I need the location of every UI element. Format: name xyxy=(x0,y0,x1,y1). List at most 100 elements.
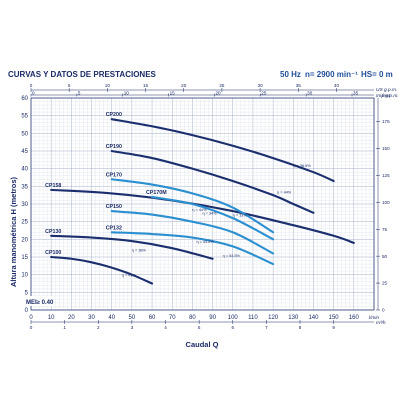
chart-title: CURVAS Y DATOS DE PRESTACIONES xyxy=(8,70,157,79)
curve-name-cp132: CP132 xyxy=(106,225,122,231)
y-tick-label: 0 xyxy=(25,308,29,314)
us-gpm-tick-label: 5 xyxy=(68,83,71,88)
feet-tick-label: 100 xyxy=(382,200,390,205)
us-gpm-tick-label: 20 xyxy=(181,83,187,88)
x-tick-label: 160 xyxy=(349,315,360,321)
hs-label: HS= 0 m xyxy=(361,70,393,79)
x-tick-label: 80 xyxy=(189,315,196,321)
m3h-tick-label: 6 xyxy=(231,325,234,330)
x-tick-label: 40 xyxy=(108,315,115,321)
curve-cp158 xyxy=(50,188,355,244)
m3h-tick-label: 7 xyxy=(265,325,268,330)
x-tick-label: 130 xyxy=(288,315,299,321)
us-gpm-tick-label: 25 xyxy=(219,83,225,88)
curve-cp170 xyxy=(110,178,275,234)
x-tick-label: 150 xyxy=(329,315,340,321)
x-tick-label: 20 xyxy=(68,315,75,321)
y-tick-label: 20 xyxy=(21,237,28,243)
feet-tick-label: 150 xyxy=(382,146,390,151)
curve-labels: CP200 η = 38.5% CP190 η = 44% CP158 η = 33% CP… xyxy=(45,112,311,277)
x-unit-label: l/min xyxy=(369,315,379,321)
us-gpm-unit-label: US g.p.m. xyxy=(376,87,397,93)
m3h-tick-label: 8 xyxy=(299,325,302,330)
x-tick-label: 50 xyxy=(129,315,136,321)
y-tick-label: 5 xyxy=(25,290,29,296)
imp-gpm-tick-label: 10 xyxy=(124,91,130,96)
x-tick-label: 100 xyxy=(228,315,239,321)
y-tick-label: 40 xyxy=(21,167,28,173)
curve-cp150 xyxy=(110,210,275,255)
y-tick-label: 35 xyxy=(21,184,28,190)
y-tick-label: 25 xyxy=(21,220,28,226)
y-tick-label: 10 xyxy=(21,273,28,279)
imp-gpm-tick-label: 20 xyxy=(215,91,221,96)
pump-curves xyxy=(50,118,355,285)
x-tick-label: 30 xyxy=(88,315,95,321)
imp-gpm-tick-label: 25 xyxy=(261,91,267,96)
feet-tick-label: 25 xyxy=(382,281,388,286)
curve-name-cp190: CP190 xyxy=(106,144,122,150)
imp-gpm-tick-label: 35 xyxy=(353,91,359,96)
y-tick-label: 55 xyxy=(21,114,28,120)
m3h-tick-label: 9 xyxy=(332,325,335,330)
efficiency-label-cp150: η = 43.5% xyxy=(196,240,214,244)
axes: 0 10 20 30 40 50 60 70 80 90 100 110 120 130 140 150 160… xyxy=(21,83,398,330)
us-gpm-tick-label: 30 xyxy=(258,83,264,88)
curve-cp132 xyxy=(110,231,275,266)
feet-tick-label: 75 xyxy=(382,227,388,232)
curve-cp200 xyxy=(110,118,335,183)
imp-gpm-tick-label: 15 xyxy=(170,91,176,96)
y-axis-title: Altura manométrica H (metros) xyxy=(9,176,18,287)
curve-name-cp100: CP100 xyxy=(45,250,61,256)
imp-gpm-tick-label: 30 xyxy=(307,91,313,96)
curve-cp100 xyxy=(50,255,154,285)
curve-name-cp200: CP200 xyxy=(106,112,122,118)
imp-gpm-tick-label: 5 xyxy=(78,91,81,96)
mei-label: MEI≥ 0.40 xyxy=(26,300,54,306)
y-tick-label: 50 xyxy=(21,131,28,137)
curve-cp170m xyxy=(151,195,275,241)
speed-label: n= 2900 min⁻¹ xyxy=(305,70,358,79)
x-tick-label: 10 xyxy=(48,315,55,321)
curve-name-cp170: CP170 xyxy=(106,172,122,178)
efficiency-label-cp100: η = 41% xyxy=(122,273,137,277)
x-tick-label: 60 xyxy=(149,315,156,321)
feet-tick-label: 175 xyxy=(382,119,390,124)
y-tick-label: 60 xyxy=(21,96,28,102)
x-tick-label: 0 xyxy=(29,315,33,321)
frequency-label: 50 Hz xyxy=(280,70,301,79)
feet-tick-label: 50 xyxy=(382,254,388,259)
m3h-tick-label: 1 xyxy=(63,325,66,330)
feet-tick-label: 125 xyxy=(382,173,390,178)
m3h-tick-label: 3 xyxy=(131,325,134,330)
us-gpm-tick-label: 15 xyxy=(143,83,149,88)
us-gpm-tick-label: 10 xyxy=(105,83,111,88)
y-tick-label: 30 xyxy=(21,202,28,208)
efficiency-label-cp158: η = 33% xyxy=(233,213,248,217)
efficiency-label-cp200: η = 38.5% xyxy=(293,164,311,168)
us-gpm-tick-label: 35 xyxy=(296,83,302,88)
efficiency-label-cp130: η = 38% xyxy=(132,249,147,253)
x-tick-label: 110 xyxy=(248,315,258,321)
y-tick-label: 15 xyxy=(21,255,28,261)
imp-gpm-unit-label: Imp g.p.m. xyxy=(376,93,399,99)
mei-box xyxy=(25,296,53,306)
us-gpm-tick-label: 0 xyxy=(30,83,33,88)
imp-gpm-tick-label: 0 xyxy=(32,91,35,96)
x-tick-label: 120 xyxy=(268,315,279,321)
m3h-tick-label: 5 xyxy=(198,325,201,330)
m3h-unit-label: m³/h xyxy=(376,320,386,326)
feet-tick-label: 0 xyxy=(382,308,385,313)
m3h-tick-label: 4 xyxy=(164,325,167,330)
m3h-tick-label: 2 xyxy=(97,325,100,330)
curve-name-cp170m: CP170M xyxy=(146,190,167,196)
us-gpm-tick-label: 40 xyxy=(334,83,340,88)
efficiency-label-cp132: η = 54.5% xyxy=(223,254,241,258)
x-axis-title: Caudal Q xyxy=(186,340,219,349)
plot-frame xyxy=(30,97,375,311)
curve-cp130 xyxy=(50,234,214,260)
feet-unit-label: feet xyxy=(382,93,391,99)
x-tick-label: 90 xyxy=(209,315,216,321)
curve-name-cp158: CP158 xyxy=(45,183,61,189)
